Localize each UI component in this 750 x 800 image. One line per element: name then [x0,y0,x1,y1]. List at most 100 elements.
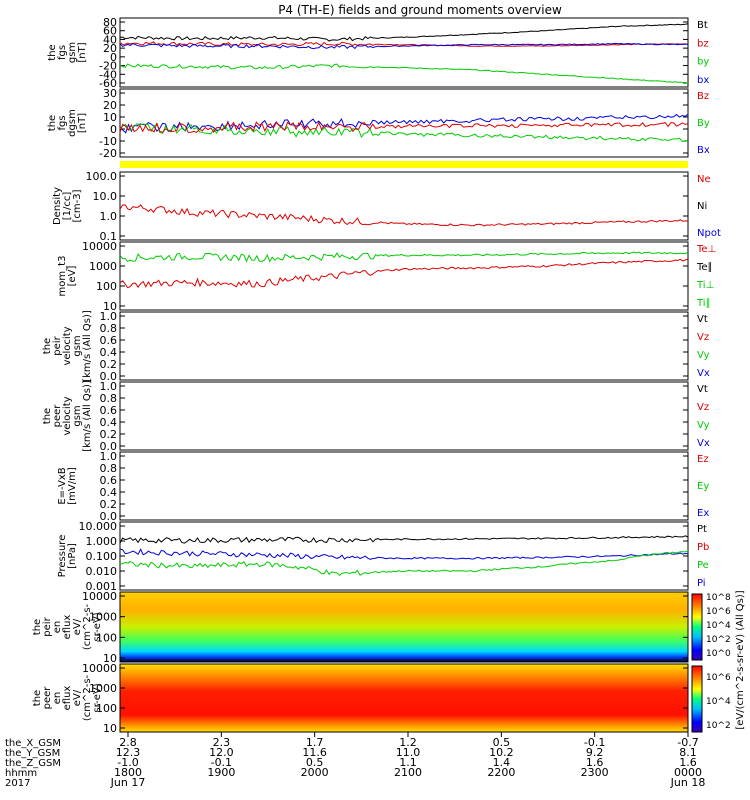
y-axis-label-line: E=-VxB [57,467,68,504]
legend-bz: bz [697,38,709,49]
colorbar-tick-label: 10^6 [706,673,731,683]
x-tick-label-z: -1.0 [117,756,138,769]
series-pressure-Pi [119,548,689,560]
legend-by: by [697,57,709,68]
y-tick-label: 1.0 [100,380,118,393]
y-axis-label-line: peer [42,686,53,710]
y-tick-label: 10.0 [93,190,118,203]
x-tick-label-x: -0.7 [677,736,698,749]
colorbar-peir [691,593,703,661]
x-tick-label-y: 9.2 [586,746,604,759]
legend-Ti⊥: Ti⊥ [696,280,714,291]
y-tick-label: 0 [110,123,117,136]
x-tick-label-hhmm: 1800 [114,766,142,779]
y-tick-label: 1.0 [100,310,118,323]
panel-frame [119,241,689,311]
y-axis-label-line: eflux [62,615,73,640]
x-tick-label-hhmm: 2200 [487,766,515,779]
y-axis-label-line: [km/s (All Qs)] [82,310,93,382]
y-axis-label-line: fgs [57,45,68,60]
series-fgs-by [119,63,689,84]
y-axis-label-line: (cm^2-s- [82,603,93,650]
y-axis-label-line: peir [42,616,53,636]
y-tick-label: 0.0 [100,440,118,453]
x-tick-label-z: -0.1 [211,756,232,769]
y-axis-label-line: [nT] [77,113,88,133]
y-tick-label: 0.8 [100,462,118,475]
y-tick-label: 10 [103,300,117,313]
y-axis-label: E=-VxB[mV/m] [57,467,78,505]
legend-Vz: Vz [697,332,709,343]
y-tick-label: 60 [103,25,117,38]
legend-Ex: Ex [697,508,709,519]
legend-Vt: Vt [697,384,708,395]
colorbar-tick-label: 10^4 [706,621,731,631]
panel-peer_vel: 1.00.80.60.40.20.0 thepeervelocitygsm[km/… [42,380,710,453]
x-tick-label-hhmm: 1900 [207,766,235,779]
x-tick-label-hhmm: 2100 [394,766,422,779]
colorbar-peer [691,665,703,733]
legend-Ni: Ni [697,201,707,212]
y-tick-label: 0.6 [100,334,118,347]
colorbar-tick-label: 10^8 [706,593,731,603]
y-tick-label: 10.000 [79,520,118,533]
y-tick-label: 0.001 [86,580,118,593]
y-tick-label: 0.6 [100,404,118,417]
series-pressure-Pe [119,550,689,577]
y-axis-label-line: sr-eV) [92,612,103,641]
legend-Vz: Vz [697,402,709,413]
y-tick-label: 1.000 [86,535,118,548]
legend-Ti∥: Ti∥ [696,298,711,309]
y-axis-label-line: en [52,621,63,634]
y-tick-label: 0.0 [100,370,118,383]
x-tick-label-x: 1.2 [399,736,417,749]
y-tick-label: 1.0 [100,450,118,463]
series-pressure-Pt [119,535,689,544]
y-axis-label-line: [cm-3] [72,189,83,222]
panels: 806040200-20-40-60thefgsgsm[nT]Btbzbybx3… [32,16,721,735]
y-tick-label: 20 [103,99,117,112]
y-axis-label-line: velocity [62,326,73,365]
series-fgs-bz [119,41,689,47]
panel-peir_vel: 1.00.80.60.40.20.0 thepeirvelocitygsm[km/… [42,310,710,383]
legend-Vy: Vy [697,350,710,361]
x-tick-label-hhmm: 2000 [301,766,329,779]
x-tick-label-x: 2.3 [213,736,231,749]
x-tick-label-date: Jun 17 [110,776,146,789]
y-axis-label-line: eV/ [72,618,83,635]
panel-frame [119,451,689,521]
x-tick-label-y: 12.3 [116,746,141,759]
y-axis-label-line: peer [52,404,63,428]
legend-By: By [697,118,710,129]
panel-temp: 10000 1000 100 10 mom_t3[eV] Te⊥ Te∥ Ti⊥ Ti∥ [57,240,716,313]
legend-Ne: Ne [697,174,711,185]
y-axis-label-line: [nT] [77,42,88,62]
legend-Pe: Pe [697,560,709,571]
legend-Te⊥: Te⊥ [696,244,716,255]
spectrogram-peer [120,664,688,732]
y-tick-label: 10 [103,652,117,665]
y-tick-label: 0.2 [100,498,118,511]
colorbars: 10^8 10^6 10^4 10^2 10^0 10^6 10^4 10^2 [eV/(cm^… [691,590,746,733]
y-axis-label-line: the [42,408,53,424]
x-tick-label-date: Jun 18 [670,776,706,789]
x-tick-label-x: 0.5 [493,736,511,749]
x-tick-label-z: 1.6 [679,756,697,769]
y-tick-label: 10000 [82,662,117,675]
y-axis-label-line: [1/cc] [62,192,73,221]
legend-Vt: Vt [697,314,708,325]
quality-flag-bar [120,161,688,168]
y-axis-label-line: the [47,44,58,60]
y-tick-label: 40 [103,33,117,46]
y-axis-label: mom_t3[eV] [57,256,78,297]
y-tick-label: 0.0 [100,510,118,523]
legend-Bt: Bt [697,20,708,31]
x-row-label: hhmm [5,768,37,779]
y-tick-label: 1.0 [100,210,118,223]
x-axis-table: the_X_GSMthe_Y_GSMthe_Z_GSMhhmm20172.812… [5,732,705,789]
x-tick-label-z: 1.6 [586,756,604,769]
panel-frame [119,591,689,663]
x-tick-label-x: 1.7 [306,736,324,749]
x-tick-label-x: -0.1 [584,736,605,749]
